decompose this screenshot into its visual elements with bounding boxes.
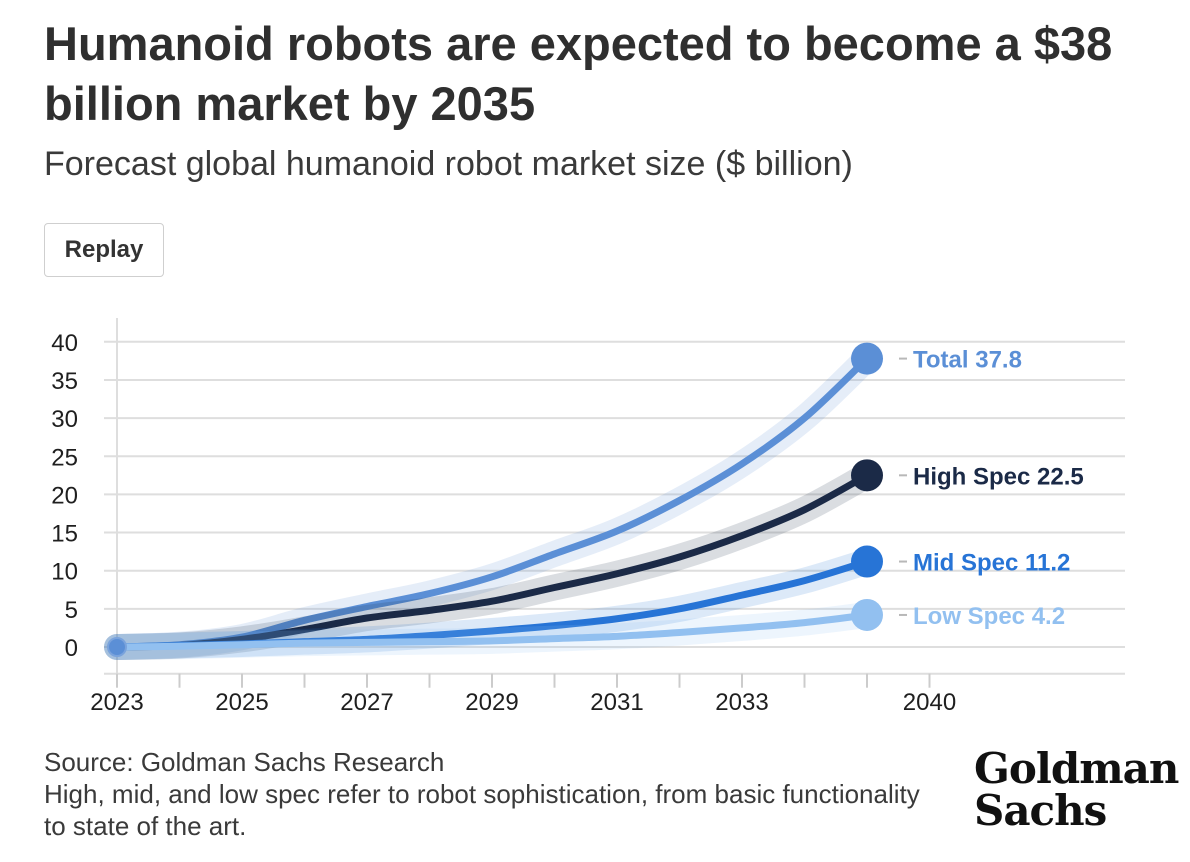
y-axis: 0 5 10 15 20 25 30 35 40 (51, 318, 118, 674)
y-tick-label: 15 (51, 521, 78, 548)
series-label-mid-spec: Mid Spec 11.2 (913, 550, 1070, 577)
y-tick-label: 30 (51, 406, 78, 433)
y-tick-label: 40 (51, 330, 78, 357)
series-label-low-spec: Low Spec 4.2 (913, 603, 1065, 630)
series-line-high-spec (113, 471, 871, 651)
replay-button[interactable]: Replay (44, 223, 164, 277)
end-labels: Total 37.8 High Spec 22.5 Mid Spec 11.2 Low… (899, 347, 1084, 630)
definition-note: High, mid, and low spec refer to robot s… (44, 779, 920, 841)
series-line-low-spec (113, 611, 871, 651)
x-tick-label: 2040 (903, 689, 956, 716)
y-tick-label: 20 (51, 482, 78, 509)
series-label-total: Total 37.8 (913, 347, 1022, 374)
x-tick-label: 2031 (590, 689, 643, 716)
x-tick-label: 2029 (465, 689, 518, 716)
chart-subtitle: Forecast global humanoid robot market si… (44, 145, 853, 183)
y-tick-label: 35 (51, 368, 78, 395)
x-tick-label: 2027 (340, 689, 393, 716)
logo-line-1: Goldman (974, 744, 1179, 793)
chart-grid (104, 340, 1125, 675)
y-tick-label: 10 (51, 559, 78, 586)
chart-footer: Source: Goldman Sachs Research High, mid… (44, 746, 944, 842)
y-tick-label: 25 (51, 444, 78, 471)
series-label-high-spec: High Spec 22.5 (913, 463, 1084, 490)
logo-line-2: Sachs (974, 786, 1107, 835)
series-start-point (107, 637, 127, 657)
series-end-point-high-spec (851, 459, 883, 492)
x-axis: 2023 2025 2027 2029 2031 2033 2040 (90, 673, 956, 716)
x-tick-label: 2025 (215, 689, 268, 716)
x-tick-label: 2033 (715, 689, 768, 716)
chart-title: Humanoid robots are expected to become a… (44, 17, 1113, 130)
series-end-point-low-spec (851, 598, 883, 631)
series-lines (104, 342, 883, 660)
series-end-point-mid-spec (851, 545, 883, 578)
source-note: Source: Goldman Sachs Research (44, 747, 445, 777)
y-tick-label: 5 (65, 597, 78, 624)
x-tick-label: 2023 (90, 689, 143, 716)
series-end-point-total (851, 342, 883, 375)
y-tick-label: 0 (65, 635, 78, 662)
goldman-sachs-logo: Goldman Sachs (974, 744, 1179, 835)
